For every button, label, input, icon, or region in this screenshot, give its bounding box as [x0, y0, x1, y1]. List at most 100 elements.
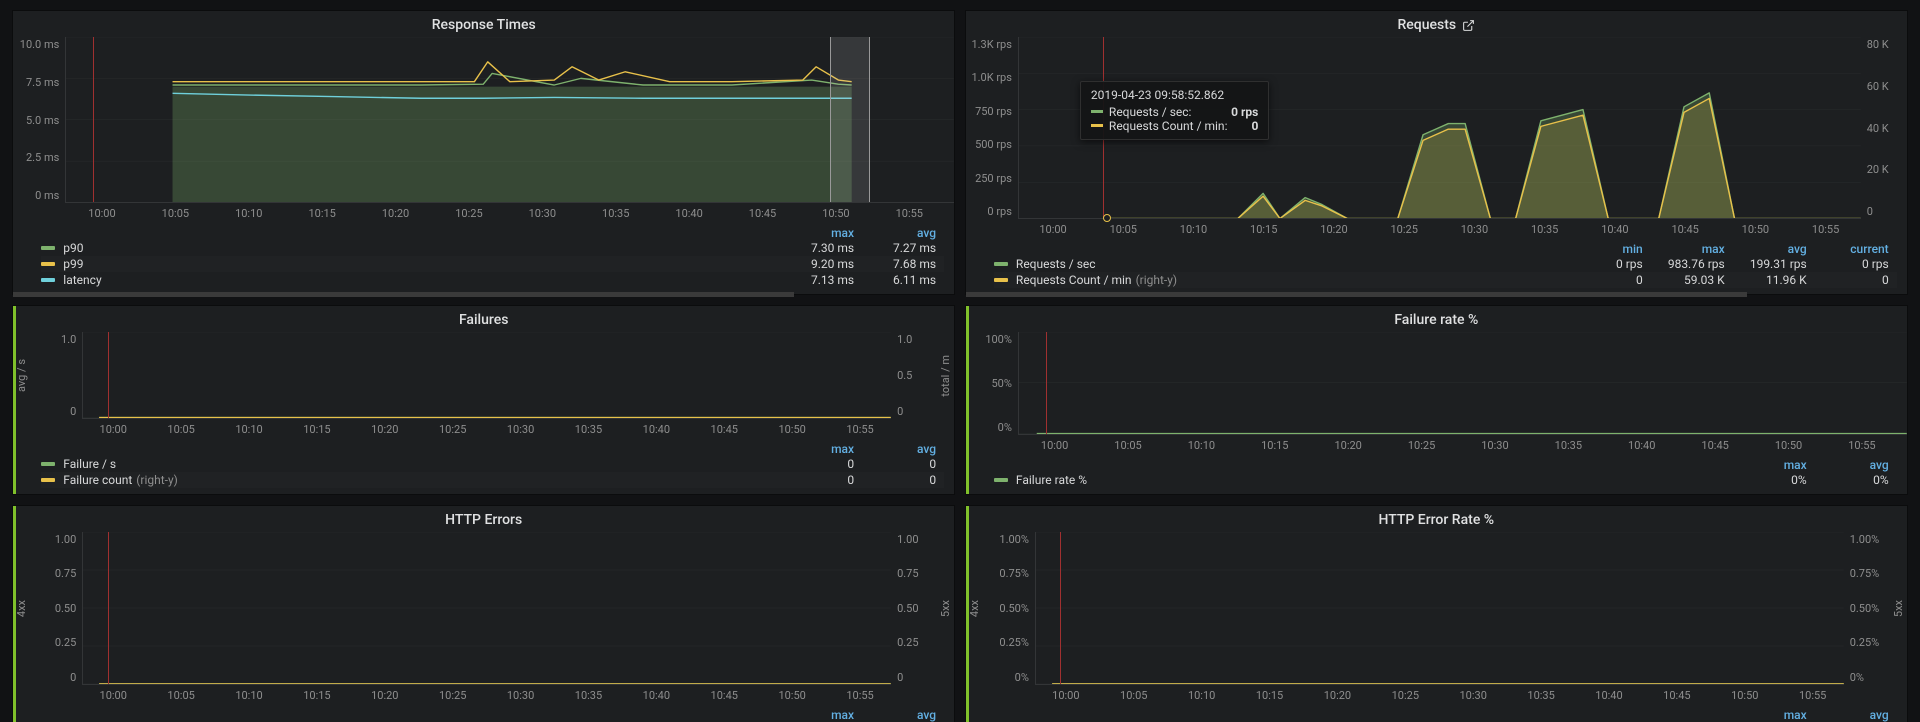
legend: maxavg: [966, 704, 1907, 722]
selection-range[interactable]: [830, 37, 870, 203]
legend-value: 0: [872, 473, 936, 487]
panel-http-error-rate: HTTP Error Rate %4xx1.00%0.75%0.50%0.25%…: [965, 505, 1908, 722]
legend-value: 0 rps: [1579, 257, 1643, 271]
chart-plot[interactable]: [1035, 532, 1844, 685]
chart-plot[interactable]: [1018, 332, 1907, 435]
legend-value: 7.30 ms: [790, 241, 854, 255]
y-axis-label-left: avg / s: [13, 359, 30, 392]
legend: maxavgFailure rate %0%0%: [966, 454, 1907, 494]
panel-title[interactable]: Response Times: [13, 11, 954, 37]
legend: maxavgp907.30 ms7.27 msp999.20 ms7.68 ms…: [13, 222, 954, 294]
legend-series-name: p99: [63, 257, 772, 271]
time-marker: [1060, 532, 1061, 684]
tooltip-row: Requests Count / min:0: [1091, 119, 1258, 133]
legend-value: 199.31 rps: [1743, 257, 1807, 271]
legend-header: maxavg: [994, 708, 1897, 722]
legend-series-name: Requests / sec: [1016, 257, 1561, 271]
legend-swatch: [41, 478, 55, 482]
x-axis: 10:0010:0510:1010:1510:2010:2510:3010:35…: [966, 435, 1907, 454]
legend-value: 7.13 ms: [790, 273, 854, 287]
chart-plot[interactable]: [82, 532, 891, 685]
x-axis: 10:0010:0510:1010:1510:2010:2510:3010:35…: [966, 685, 1907, 704]
legend-value: 59.03 K: [1661, 273, 1725, 287]
y-axis-right: 80 K60 K40 K20 K0: [1861, 37, 1907, 220]
legend-row[interactable]: Failure rate %0%0%: [994, 472, 1897, 488]
panel-title[interactable]: HTTP Errors: [13, 506, 954, 532]
chart-area: 4xx1.000.750.500.2501.000.750.500.2505xx: [13, 532, 954, 685]
chart-area: 4xx1.00%0.75%0.50%0.25%0%1.00%0.75%0.50%…: [966, 532, 1907, 685]
y-axis-label-right: 5xx: [937, 600, 954, 617]
legend-header: maxavg: [41, 226, 944, 240]
x-axis: 10:0010:0510:1010:1510:2010:2510:3010:35…: [13, 685, 954, 704]
panel-title[interactable]: Failures: [13, 306, 954, 332]
chart-area: 10.0 ms7.5 ms5.0 ms2.5 ms0 ms: [13, 37, 954, 204]
chart-area: avg / s1.001.00.50total / m: [13, 332, 954, 419]
legend-swatch: [41, 246, 55, 250]
legend-row[interactable]: Failure / s 0 0: [41, 456, 944, 472]
legend-value: 0: [872, 457, 936, 471]
legend: maxavgFailure / s00Failure count(right-y…: [13, 438, 954, 494]
chart-plot[interactable]: [65, 37, 954, 204]
tooltip-timestamp: 2019-04-23 09:58:52.862: [1091, 88, 1258, 102]
time-marker: [1046, 332, 1047, 434]
y-axis-label-left: 4xx: [966, 600, 983, 617]
time-marker: [108, 532, 109, 684]
y-axis-left: 1.3K rps1.0K rps750 rps500 rps250 rps0 r…: [966, 37, 1018, 220]
chart-area: 100%50%0%: [966, 332, 1907, 435]
scroll-indicator[interactable]: [13, 292, 794, 297]
legend-row[interactable]: Requests Count / min(right-y) 0 59.03 K 11.…: [994, 272, 1897, 288]
panel-title[interactable]: Requests: [966, 11, 1907, 37]
legend-row[interactable]: Failure count(right-y) 0 0: [41, 472, 944, 488]
panel-failures: Failuresavg / s1.001.00.50total / m10:00…: [12, 305, 955, 495]
chart-plot[interactable]: [82, 332, 891, 419]
y-axis-label-right: total / m: [937, 355, 954, 397]
x-axis: 10:0010:0510:1010:1510:2010:2510:3010:35…: [13, 203, 954, 222]
y-axis-right: 1.00%0.75%0.50%0.25%0%: [1844, 532, 1890, 685]
y-axis-left: 1.00%0.75%0.50%0.25%0%: [983, 532, 1035, 685]
scroll-indicator[interactable]: [966, 292, 1747, 297]
y-axis-left: 100%50%0%: [966, 332, 1018, 435]
x-axis: 10:0010:0510:1010:1510:2010:2510:3010:35…: [966, 219, 1907, 238]
legend-swatch: [41, 262, 55, 266]
legend-value: 0: [1579, 273, 1643, 287]
legend-value: 7.68 ms: [872, 257, 936, 271]
legend-value: 11.96 K: [1743, 273, 1807, 287]
legend-series-name: Failure / s: [63, 457, 772, 471]
y-axis-label-right: 5xx: [1890, 600, 1907, 617]
panel-title[interactable]: Failure rate %: [966, 306, 1907, 332]
legend-series-name: Failure rate %: [1016, 473, 1725, 487]
panel-response-times: Response Times10.0 ms7.5 ms5.0 ms2.5 ms0…: [12, 10, 955, 296]
legend-series-name: Failure count(right-y): [63, 473, 772, 487]
legend-value: 9.20 ms: [790, 257, 854, 271]
legend-swatch: [994, 478, 1008, 482]
legend-series-name: p90: [63, 241, 772, 255]
legend-value: 0: [790, 473, 854, 487]
legend-row[interactable]: p99 9.20 ms 7.68 ms: [41, 256, 944, 272]
legend-row[interactable]: Requests / sec0 rps983.76 rps199.31 rps0…: [994, 256, 1897, 272]
chart-tooltip: 2019-04-23 09:58:52.862 Requests / sec:0 …: [1080, 81, 1269, 140]
legend-swatch: [994, 262, 1008, 266]
legend-header: maxavg: [994, 458, 1897, 472]
time-marker: [93, 37, 94, 203]
panel-failure-rate: Failure rate %100%50%0%10:0010:0510:1010…: [965, 305, 1908, 495]
y-axis-left: 10.0 ms7.5 ms5.0 ms2.5 ms0 ms: [13, 37, 65, 204]
legend-swatch: [994, 278, 1008, 282]
time-marker: [108, 332, 109, 418]
legend-series-name: Requests Count / min(right-y): [1016, 273, 1561, 287]
legend-header: maxavg: [41, 442, 944, 456]
panel-title[interactable]: HTTP Error Rate %: [966, 506, 1907, 532]
legend: maxavg: [13, 704, 954, 722]
legend-value: 0: [1825, 273, 1889, 287]
legend-row[interactable]: p907.30 ms7.27 ms: [41, 240, 944, 256]
y-axis-label-left: 4xx: [13, 600, 30, 617]
legend-value: 0: [790, 457, 854, 471]
external-link-icon[interactable]: [1462, 19, 1475, 32]
legend-row[interactable]: latency7.13 ms6.11 ms: [41, 272, 944, 288]
legend-swatch: [41, 278, 55, 282]
legend-header: maxavg: [41, 708, 944, 722]
legend-swatch: [41, 462, 55, 466]
y-axis-right: 1.000.750.500.250: [891, 532, 937, 685]
legend: minmaxavgcurrentRequests / sec0 rps983.7…: [966, 238, 1907, 294]
tooltip-row: Requests / sec:0 rps: [1091, 105, 1258, 119]
legend-header: minmaxavgcurrent: [994, 242, 1897, 256]
